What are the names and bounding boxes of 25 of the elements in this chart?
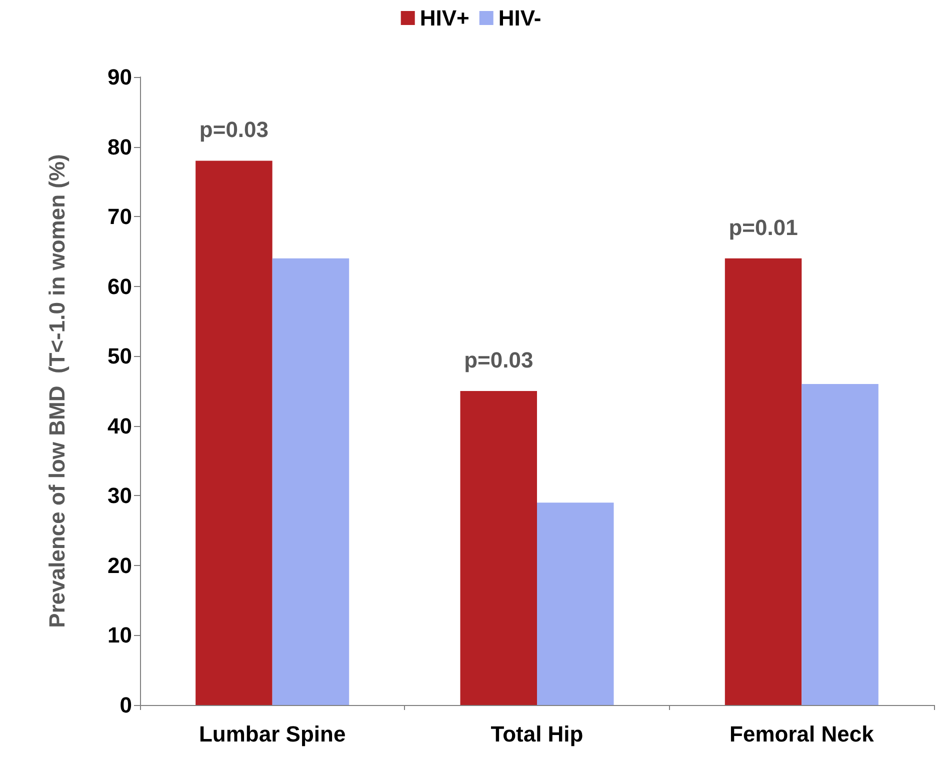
- y-tick-label: 40: [108, 413, 132, 438]
- y-tick-label: 10: [108, 622, 132, 648]
- annotation: p=0.03: [464, 348, 534, 372]
- y-tick-label: 90: [108, 64, 132, 90]
- bar: [196, 160, 272, 705]
- y-tick-label: 50: [108, 344, 132, 369]
- y-tick-label: 20: [108, 552, 132, 578]
- bar: [272, 258, 350, 705]
- x-tick-label: Lumbar Spine: [198, 722, 346, 746]
- x-tick-label: Femoral Neck: [730, 722, 875, 746]
- annotation: p=0.01: [728, 214, 798, 240]
- bar: [537, 502, 614, 705]
- bar: [460, 391, 537, 705]
- y-axis-title: Prevalence of low BMD (T<-1.0 in women (%): [44, 154, 70, 628]
- annotation: p=0.03: [199, 117, 269, 142]
- y-tick-label: 70: [108, 204, 132, 230]
- y-tick-label: 80: [108, 134, 132, 160]
- y-tick-label: 30: [108, 483, 132, 508]
- legend-label: HIV-: [498, 6, 542, 30]
- y-tick-label: 0: [120, 692, 132, 718]
- bar: [724, 258, 802, 705]
- x-tick-label: Total Hip: [490, 722, 584, 746]
- legend-label: HIV+: [420, 6, 470, 30]
- bar: [802, 384, 878, 705]
- y-tick-label: 60: [108, 274, 132, 299]
